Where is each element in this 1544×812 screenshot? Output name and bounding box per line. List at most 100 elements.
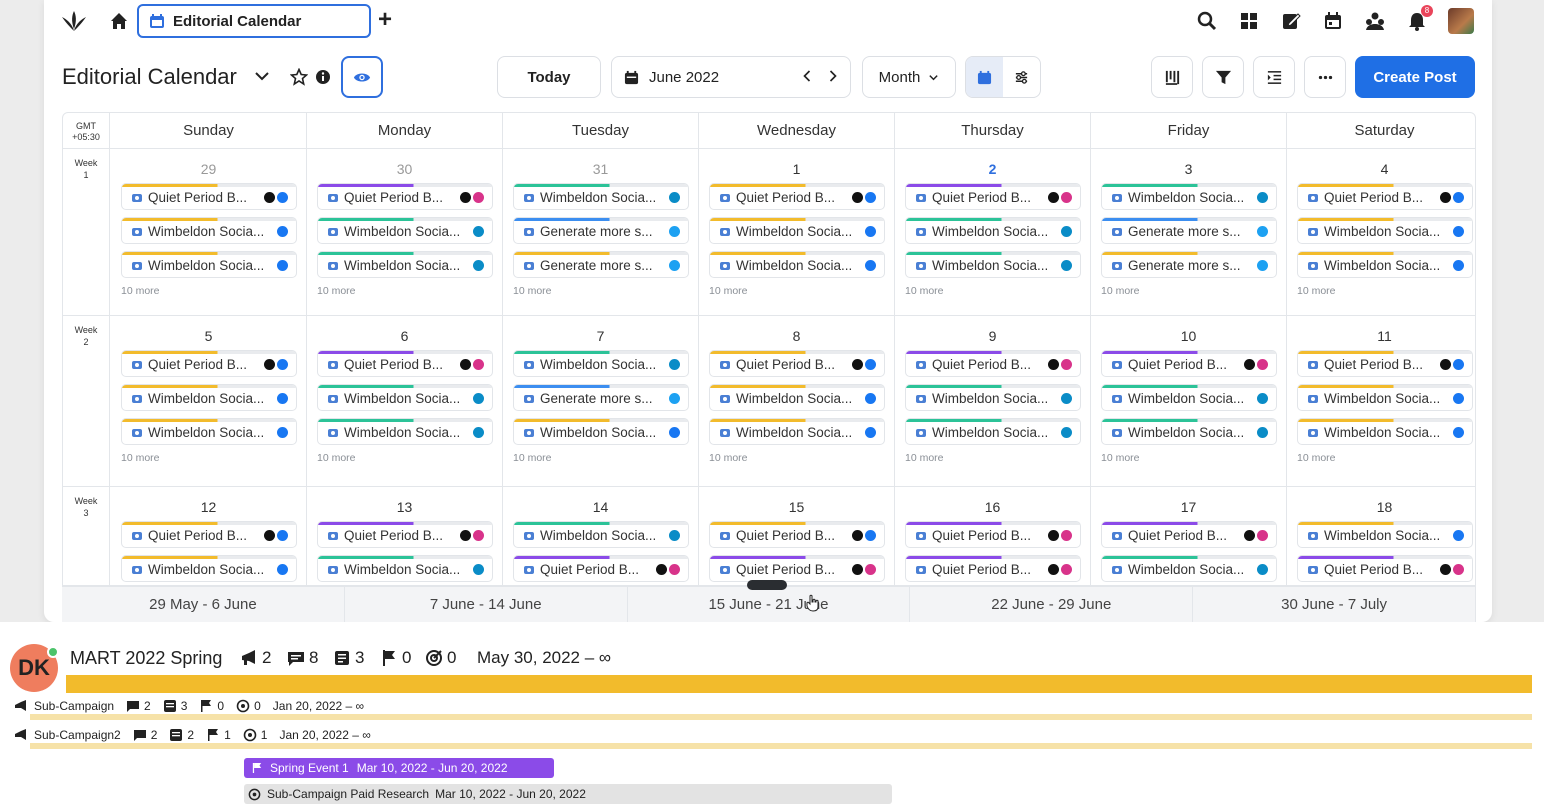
post-card[interactable]: Quiet Period B... <box>709 183 885 210</box>
post-card[interactable]: Wimbeldon Socia... <box>513 183 689 210</box>
compose-icon[interactable] <box>1280 10 1302 32</box>
post-card[interactable]: Wimbeldon Socia... <box>121 555 297 582</box>
day-cell[interactable]: 9 Quiet Period B... Wimbeldon Socia... Wimb… <box>895 316 1091 486</box>
sub-campaign-timeline-bar[interactable] <box>30 743 1532 749</box>
week-range[interactable]: 22 June - 29 June <box>910 587 1194 622</box>
post-card[interactable]: Wimbeldon Socia... <box>513 521 689 548</box>
tab-editorial-calendar[interactable]: Editorial Calendar <box>137 4 371 38</box>
more-posts-link[interactable]: 10 more <box>905 285 944 297</box>
post-card[interactable]: Wimbeldon Socia... <box>513 350 689 377</box>
campaign-title[interactable]: MART 2022 Spring <box>70 648 223 668</box>
day-number[interactable]: 29 <box>200 161 217 177</box>
day-cell[interactable]: 6 Quiet Period B... Wimbeldon Socia... Wimb… <box>307 316 503 486</box>
post-card[interactable]: Quiet Period B... <box>1101 350 1277 377</box>
spring-event-bar[interactable]: Spring Event 1 Mar 10, 2022 - Jun 20, 20… <box>244 758 554 778</box>
more-posts-link[interactable]: 10 more <box>1101 452 1140 464</box>
chevron-down-icon[interactable] <box>254 68 270 84</box>
info-icon[interactable] <box>315 69 331 85</box>
resize-handle[interactable] <box>747 580 787 590</box>
more-posts-link[interactable]: 10 more <box>317 285 356 297</box>
day-cell[interactable]: 4 Quiet Period B... Wimbeldon Socia... Wimb… <box>1287 149 1475 315</box>
prev-month-icon[interactable] <box>802 69 812 83</box>
post-card[interactable]: Wimbeldon Socia... <box>317 418 493 445</box>
post-card[interactable]: Quiet Period B... <box>121 350 297 377</box>
post-card[interactable]: Wimbeldon Socia... <box>709 384 885 411</box>
post-card[interactable]: Quiet Period B... <box>905 350 1081 377</box>
post-card[interactable]: Quiet Period B... <box>905 555 1081 582</box>
post-card[interactable]: Generate more s... <box>1101 251 1277 278</box>
day-cell[interactable]: 16 Quiet Period B... Quiet Period B... <box>895 487 1091 585</box>
post-card[interactable]: Quiet Period B... <box>1101 521 1277 548</box>
post-card[interactable]: Generate more s... <box>513 384 689 411</box>
day-number[interactable]: 8 <box>792 328 801 344</box>
campaign-avatar[interactable]: DK <box>10 644 58 692</box>
day-number[interactable]: 1 <box>792 161 801 177</box>
post-card[interactable]: Quiet Period B... <box>317 183 493 210</box>
post-card[interactable]: Wimbeldon Socia... <box>905 251 1081 278</box>
search-icon[interactable] <box>1196 10 1218 32</box>
post-card[interactable]: Wimbeldon Socia... <box>709 418 885 445</box>
day-cell[interactable]: 30 Quiet Period B... Wimbeldon Socia... Wim… <box>307 149 503 315</box>
day-cell[interactable]: 29 Quiet Period B... Wimbeldon Socia... Wim… <box>111 149 307 315</box>
post-card[interactable]: Generate more s... <box>513 251 689 278</box>
day-cell[interactable]: 8 Quiet Period B... Wimbeldon Socia... Wimb… <box>699 316 895 486</box>
create-post-button[interactable]: Create Post <box>1355 56 1475 98</box>
post-card[interactable]: Generate more s... <box>1101 217 1277 244</box>
notifications-button[interactable]: 8 <box>1406 5 1433 32</box>
post-card[interactable]: Wimbeldon Socia... <box>121 418 297 445</box>
post-card[interactable]: Wimbeldon Socia... <box>121 384 297 411</box>
paid-research-bar[interactable]: Sub-Campaign Paid Research Mar 10, 2022 … <box>244 784 892 804</box>
post-card[interactable]: Generate more s... <box>513 217 689 244</box>
preview-toggle-button[interactable] <box>341 56 383 98</box>
day-number[interactable]: 5 <box>204 328 213 344</box>
day-number[interactable]: 12 <box>200 499 217 515</box>
day-cell[interactable]: 12 Quiet Period B... Wimbeldon Socia... <box>111 487 307 585</box>
post-card[interactable]: Wimbeldon Socia... <box>317 217 493 244</box>
more-posts-link[interactable]: 10 more <box>317 452 356 464</box>
day-cell[interactable]: 3 Wimbeldon Socia... Generate more s... Gen… <box>1091 149 1287 315</box>
day-cell[interactable]: 11 Quiet Period B... Wimbeldon Socia... Wim… <box>1287 316 1475 486</box>
post-card[interactable]: Quiet Period B... <box>905 521 1081 548</box>
post-card[interactable]: Wimbeldon Socia... <box>1297 217 1473 244</box>
week-range[interactable]: 7 June - 14 June <box>345 587 628 622</box>
more-posts-link[interactable]: 10 more <box>709 452 748 464</box>
indent-button[interactable] <box>1253 56 1295 98</box>
week-range[interactable]: 29 May - 6 June <box>62 587 345 622</box>
columns-button[interactable] <box>1151 56 1193 98</box>
more-posts-link[interactable]: 10 more <box>121 285 160 297</box>
sub-campaign-row[interactable]: Sub-Campaign 2 3 0 0 Jan 20, 2022 – ∞ <box>14 696 364 716</box>
post-card[interactable]: Wimbeldon Socia... <box>317 384 493 411</box>
day-cell[interactable]: 7 Wimbeldon Socia... Generate more s... Wim… <box>503 316 699 486</box>
day-number[interactable]: 18 <box>1376 499 1393 515</box>
post-card[interactable]: Wimbeldon Socia... <box>1101 418 1277 445</box>
post-card[interactable]: Quiet Period B... <box>513 555 689 582</box>
settings-view-button[interactable] <box>1003 57 1040 97</box>
filter-button[interactable] <box>1202 56 1244 98</box>
day-cell[interactable]: 18 Wimbeldon Socia... Quiet Period B... <box>1287 487 1475 585</box>
post-card[interactable]: Wimbeldon Socia... <box>1101 183 1277 210</box>
more-posts-link[interactable]: 10 more <box>1297 285 1336 297</box>
post-card[interactable]: Quiet Period B... <box>317 521 493 548</box>
more-posts-link[interactable]: 10 more <box>1297 452 1336 464</box>
day-number[interactable]: 15 <box>788 499 805 515</box>
home-icon[interactable] <box>108 10 130 32</box>
post-card[interactable]: Quiet Period B... <box>121 183 297 210</box>
day-number[interactable]: 31 <box>592 161 609 177</box>
more-posts-link[interactable]: 10 more <box>905 452 944 464</box>
post-card[interactable]: Wimbeldon Socia... <box>1101 555 1277 582</box>
week-range[interactable]: 15 June - 21 June <box>628 587 911 622</box>
campaign-timeline-bar[interactable] <box>66 675 1532 693</box>
today-button[interactable]: Today <box>497 56 601 98</box>
post-card[interactable]: Quiet Period B... <box>317 350 493 377</box>
post-card[interactable]: Quiet Period B... <box>1297 183 1473 210</box>
users-icon[interactable] <box>1364 10 1386 32</box>
post-card[interactable]: Wimbeldon Socia... <box>709 217 885 244</box>
more-posts-link[interactable]: 10 more <box>709 285 748 297</box>
day-cell[interactable]: 1 Quiet Period B... Wimbeldon Socia... Wimb… <box>699 149 895 315</box>
week-range[interactable]: 30 June - 7 July <box>1193 587 1476 622</box>
day-cell[interactable]: 2 Quiet Period B... Wimbeldon Socia... Wimb… <box>895 149 1091 315</box>
sprinklr-logo-icon[interactable] <box>60 9 88 33</box>
view-select[interactable]: Month <box>862 56 956 98</box>
more-posts-link[interactable]: 10 more <box>1101 285 1140 297</box>
post-card[interactable]: Quiet Period B... <box>709 521 885 548</box>
